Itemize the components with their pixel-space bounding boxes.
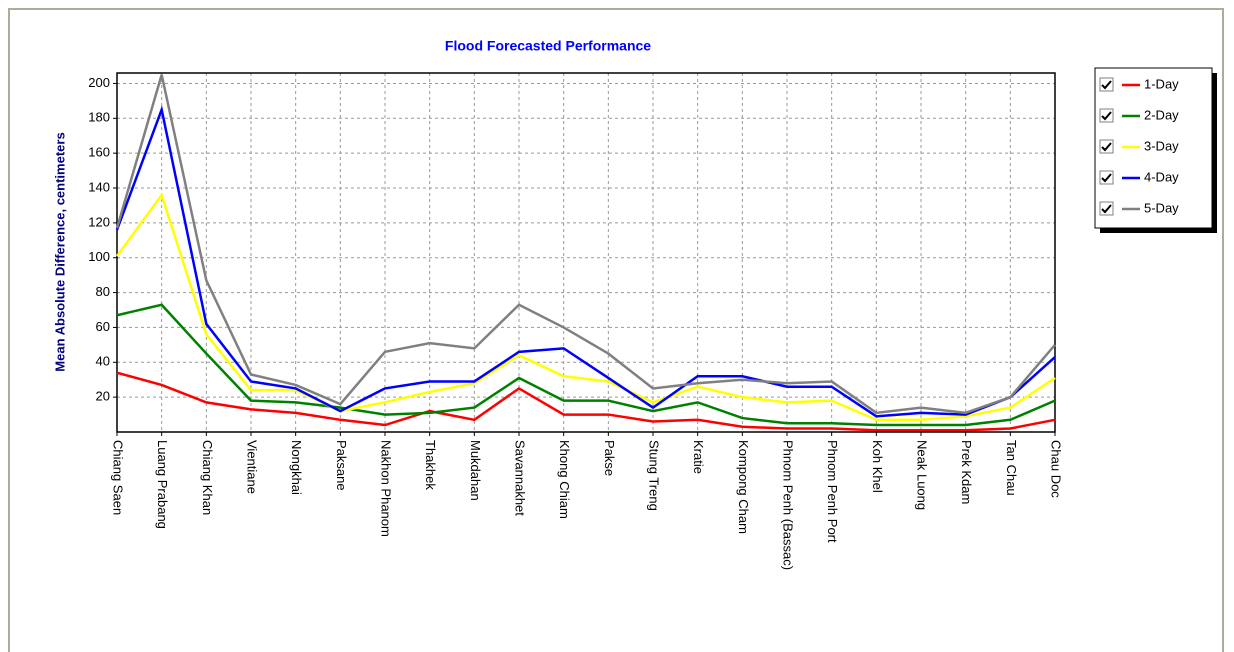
series-line: [115, 105, 1056, 418]
x-tick-label: Stung Treng: [647, 440, 662, 511]
x-tick-label: Kompong Cham: [736, 440, 751, 534]
legend-checkbox[interactable]: [1099, 108, 1114, 123]
x-tick-label: Chiang Saen: [111, 440, 126, 515]
x-tick-label: Nakhon Phanom: [379, 440, 394, 537]
checkbox[interactable]: [1099, 139, 1114, 154]
x-tick-label: Chau Doc: [1049, 440, 1064, 498]
series-line: [116, 303, 1056, 427]
plot-area: [117, 73, 1055, 432]
x-tick-label: Thakhek: [423, 440, 438, 490]
series-line: [115, 192, 1056, 422]
y-tick-label: 160: [88, 145, 110, 160]
legend-label: 2-Day: [1144, 107, 1179, 122]
legend-label: 5-Day: [1144, 200, 1179, 215]
x-tick-label: Koh Khel: [870, 440, 885, 493]
x-tick-label: Phnom Penh (Bassac): [781, 440, 796, 570]
checkbox[interactable]: [1099, 77, 1114, 92]
checkbox[interactable]: [1099, 108, 1114, 123]
checkmark[interactable]: [1101, 173, 1112, 183]
x-tick-label: Kratie: [691, 440, 706, 474]
x-tick-label: Mukdahan: [468, 440, 483, 501]
x-tick-label: Phnom Penh Port: [825, 440, 840, 543]
x-tick-label: Prek Kdam: [959, 440, 974, 504]
legend-box: [1094, 67, 1213, 229]
x-tick-label: Paksane: [334, 440, 349, 491]
legend-checkbox[interactable]: [1099, 139, 1114, 154]
checkbox[interactable]: [1099, 201, 1114, 216]
x-tick-label: Vientiane: [245, 440, 260, 494]
checkmark[interactable]: [1101, 142, 1112, 152]
y-tick-label: 60: [96, 319, 110, 334]
legend-checkbox[interactable]: [1099, 170, 1114, 185]
checkmark[interactable]: [1101, 204, 1112, 214]
series-line: [116, 371, 1056, 432]
y-tick-label: 120: [88, 214, 110, 229]
legend-label: 3-Day: [1144, 138, 1179, 153]
x-tick-label: Chiang Khan: [200, 440, 215, 515]
x-tick-label: Neak Luong: [915, 440, 930, 510]
plot: 20 40 60 80 100 120 140 160 180 200 Chiang Saen Lua…: [88, 72, 1064, 570]
y-tick-label: 100: [88, 249, 110, 264]
checkbox[interactable]: [1099, 170, 1114, 185]
y-axis-label: Mean Absolute Difference, centimeters: [52, 132, 67, 371]
x-tick-label: Savannakhet: [513, 440, 528, 516]
legend-label: 4-Day: [1144, 169, 1179, 184]
legend-checkbox[interactable]: [1099, 77, 1114, 92]
y-tick-label: 140: [88, 179, 110, 194]
legend-checkbox[interactable]: [1099, 201, 1114, 216]
y-tick-label: 200: [88, 75, 110, 90]
x-tick-label: Luang Prabang: [155, 440, 170, 529]
legend: 1-Day 2-Day 3-Day 4-Day 5-Day: [1094, 67, 1217, 233]
chart-title: Flood Forecasted Performance: [445, 38, 651, 54]
y-tick-label: 80: [96, 284, 110, 299]
series-line: [115, 74, 1056, 415]
checkmark[interactable]: [1101, 111, 1112, 121]
legend-label: 1-Day: [1144, 76, 1179, 91]
y-tick-label: 20: [96, 389, 110, 404]
x-tick-label: Nongkhai: [289, 440, 304, 495]
plot-border: [116, 72, 1056, 433]
x-tick-label: Pakse: [602, 440, 617, 476]
x-tick-label: Khong Chiam: [557, 440, 572, 519]
checkmark[interactable]: [1101, 80, 1112, 90]
y-tick-label: 40: [96, 354, 110, 369]
y-tick-label: 180: [88, 110, 110, 125]
x-tick-label: Tan Chau: [1004, 440, 1019, 496]
